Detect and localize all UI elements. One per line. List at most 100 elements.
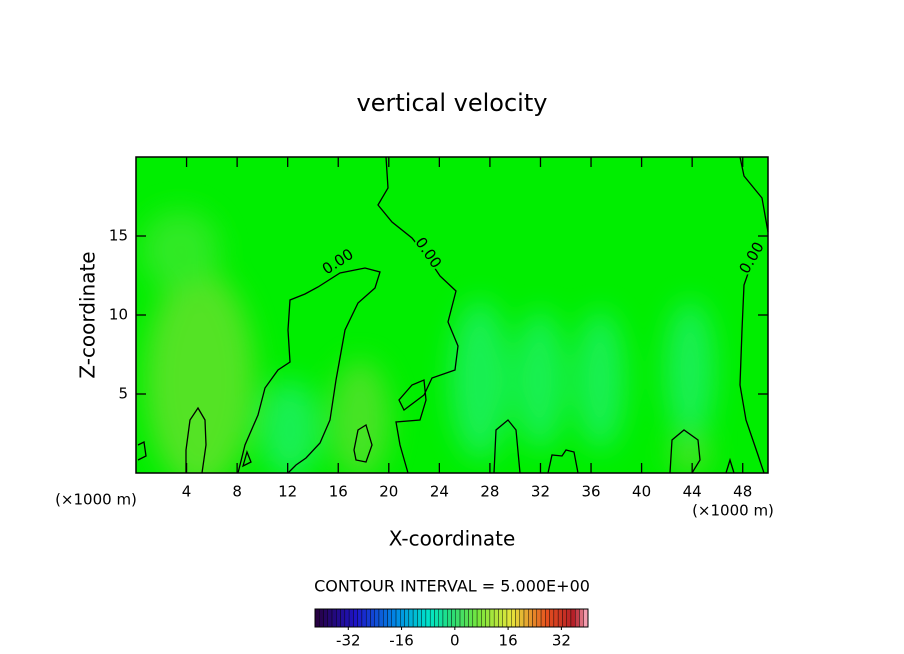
x-tick-label: 28 bbox=[480, 483, 499, 501]
x-tick-label: 24 bbox=[430, 483, 449, 501]
colorbar-cell bbox=[498, 608, 503, 628]
colorbar-cell bbox=[489, 608, 495, 628]
colorbar-cell bbox=[570, 608, 576, 628]
field-shading bbox=[140, 210, 715, 473]
y-unit: (×1000 m) bbox=[55, 491, 137, 509]
colorbar-cell bbox=[523, 608, 529, 628]
colorbar-cell bbox=[468, 608, 474, 628]
colorbar-cell bbox=[536, 608, 542, 628]
colorbar-tick-label: 32 bbox=[552, 632, 571, 650]
colorbar-cell bbox=[404, 608, 410, 628]
colorbar-cell bbox=[361, 608, 367, 628]
colorbar-cell bbox=[545, 608, 550, 628]
field bbox=[136, 157, 768, 473]
colorbar-tick-label: -32 bbox=[336, 632, 361, 650]
colorbar-cell bbox=[327, 608, 333, 628]
colorbar-cell bbox=[378, 608, 384, 628]
colorbar-cell bbox=[502, 608, 508, 628]
colorbar-cell bbox=[319, 608, 324, 628]
colorbar-cell bbox=[481, 608, 486, 628]
colorbar-cell bbox=[314, 608, 320, 628]
colorbar-cell bbox=[472, 608, 478, 628]
contour-interval: CONTOUR INTERVAL = 5.000E+00 bbox=[314, 577, 590, 596]
colorbar-cell bbox=[511, 608, 516, 628]
colorbar-cell bbox=[485, 608, 491, 628]
x-tick-label: 48 bbox=[733, 483, 752, 501]
colorbar-cell bbox=[519, 608, 525, 628]
colorbar-cell bbox=[365, 608, 371, 628]
colorbar-cell bbox=[549, 608, 555, 628]
colorbar-cell bbox=[476, 608, 482, 628]
colorbar-cell bbox=[583, 608, 589, 628]
colorbar-cell bbox=[400, 608, 405, 628]
colorbar-cell bbox=[353, 608, 358, 628]
colorbar-cell bbox=[391, 608, 397, 628]
x-tick-label: 44 bbox=[683, 483, 702, 501]
colorbar-cell bbox=[395, 608, 401, 628]
contour-line bbox=[377, 156, 459, 474]
colorbar-cell bbox=[408, 608, 414, 628]
colorbar-cell bbox=[515, 608, 520, 628]
colorbar-cell bbox=[540, 608, 546, 628]
colorbar-cell bbox=[383, 608, 388, 628]
contour-line bbox=[493, 419, 521, 474]
contour-line bbox=[669, 429, 701, 474]
colorbar-tick-label: -16 bbox=[389, 632, 414, 650]
x-unit: (×1000 m) bbox=[692, 502, 774, 520]
colorbar-cell bbox=[348, 608, 354, 628]
colorbar-cell bbox=[557, 608, 563, 628]
colorbar-frame bbox=[314, 608, 589, 628]
y-tick-label: 10 bbox=[109, 306, 128, 324]
x-tick-label: 20 bbox=[379, 483, 398, 501]
x-tick-label: 32 bbox=[531, 483, 550, 501]
x-axis-title: X-coordinate bbox=[389, 527, 516, 551]
colorbar-cell bbox=[387, 608, 392, 628]
colorbar-cell bbox=[357, 608, 363, 628]
colorbar-cell bbox=[459, 608, 465, 628]
colorbar-cell bbox=[336, 608, 341, 628]
colorbar-cell bbox=[447, 608, 452, 628]
x-tick-label: 36 bbox=[581, 483, 600, 501]
colorbar-cell bbox=[562, 608, 567, 628]
x-tick-label: 12 bbox=[278, 483, 297, 501]
colorbar-cell bbox=[425, 608, 431, 628]
colorbar-cell bbox=[575, 608, 580, 628]
colorbar-cell bbox=[553, 608, 559, 628]
colorbar-cell bbox=[374, 608, 380, 628]
contour-line bbox=[137, 441, 147, 461]
colorbar-cell bbox=[340, 608, 346, 628]
colorbar-cell bbox=[451, 608, 456, 628]
colorbar-tick-label: 0 bbox=[450, 632, 460, 650]
colorbar-cell bbox=[344, 608, 350, 628]
colorbar-tick-label: 16 bbox=[499, 632, 518, 650]
x-tick-label: 40 bbox=[632, 483, 651, 501]
contour-line bbox=[241, 449, 252, 468]
contour-line bbox=[353, 423, 373, 463]
contour-line bbox=[739, 156, 769, 233]
colorbar-cell bbox=[417, 608, 422, 628]
colorbar-cell bbox=[429, 608, 435, 628]
x-tick-label: 4 bbox=[182, 483, 192, 501]
colorbar-cell bbox=[464, 608, 469, 628]
colorbar-cell bbox=[566, 608, 572, 628]
contour-line bbox=[547, 449, 579, 474]
y-axis-title: Z-coordinate bbox=[76, 251, 100, 378]
y-tick-label: 5 bbox=[118, 385, 128, 403]
colorbar-cell bbox=[493, 608, 499, 628]
colorbar-cell bbox=[528, 608, 533, 628]
colorbar-cell bbox=[532, 608, 538, 628]
contour-line bbox=[725, 457, 735, 474]
y-tick-label: 15 bbox=[109, 227, 128, 245]
colorbar-cell bbox=[412, 608, 418, 628]
colorbar-cell bbox=[438, 608, 444, 628]
colorbar-cell bbox=[421, 608, 427, 628]
colorbar-cell bbox=[370, 608, 375, 628]
colorbar-cell bbox=[442, 608, 448, 628]
colorbar-cell bbox=[506, 608, 512, 628]
contour-line bbox=[739, 243, 765, 474]
colorbar-cell bbox=[331, 608, 337, 628]
colorbar-cell bbox=[455, 608, 461, 628]
chart-title: vertical velocity bbox=[357, 89, 548, 117]
colorbar-cell bbox=[434, 608, 439, 628]
